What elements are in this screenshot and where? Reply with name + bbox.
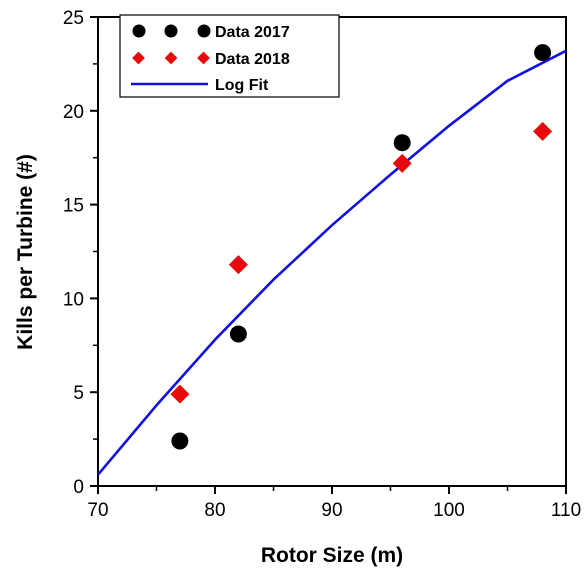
series-layer xyxy=(97,44,567,476)
data-point-2017 xyxy=(393,134,411,152)
data-point-2018 xyxy=(533,121,553,141)
x-tick-label: 110 xyxy=(551,500,581,521)
y-axis-ticks: 0 5 10 15 20 25 xyxy=(63,8,98,498)
legend-entry-fit: Log Fit xyxy=(131,77,269,94)
legend: Data 2017 Data 2018 Log Fit xyxy=(119,14,340,98)
x-tick-label: 80 xyxy=(204,500,225,521)
legend-label-2017: Data 2017 xyxy=(215,24,290,41)
y-axis-title: Kills per Turbine (#) xyxy=(14,154,37,350)
log-fit-line xyxy=(97,49,567,476)
legend-entry-2017: Data 2017 xyxy=(132,24,290,41)
legend-entry-2018: Data 2018 xyxy=(132,51,290,68)
x-tick-label: 90 xyxy=(321,500,342,521)
legend-label-2018: Data 2018 xyxy=(215,51,290,68)
y-tick-label: 10 xyxy=(63,289,84,310)
data-point-2018 xyxy=(392,153,412,173)
data-point-2018 xyxy=(228,255,248,275)
legend-marker-2017 xyxy=(197,24,211,38)
data-point-2017 xyxy=(171,432,189,450)
data-point-2017 xyxy=(534,44,552,62)
x-tick-label: 100 xyxy=(433,500,465,521)
data-point-2018 xyxy=(170,384,190,404)
legend-marker-2018 xyxy=(132,51,145,65)
legend-marker-2018 xyxy=(164,51,178,65)
legend-label-fit: Log Fit xyxy=(215,77,269,94)
y-tick-label: 20 xyxy=(63,102,84,123)
legend-marker-2017 xyxy=(132,24,146,38)
x-axis-title: Rotor Size (m) xyxy=(261,544,403,567)
legend-marker-2018 xyxy=(197,51,210,65)
y-tick-label: 0 xyxy=(73,477,84,498)
x-tick-label: 70 xyxy=(87,500,108,521)
x-axis-ticks: 70 80 90 100 110 xyxy=(87,486,581,521)
data-point-2017 xyxy=(229,325,247,343)
legend-marker-2017 xyxy=(164,24,178,38)
y-tick-label: 15 xyxy=(63,196,84,217)
y-tick-label: 25 xyxy=(63,8,84,29)
plot-area: 70 80 90 100 110 0 5 10 15 20 25 xyxy=(63,8,581,521)
y-tick-label: 5 xyxy=(73,383,84,404)
